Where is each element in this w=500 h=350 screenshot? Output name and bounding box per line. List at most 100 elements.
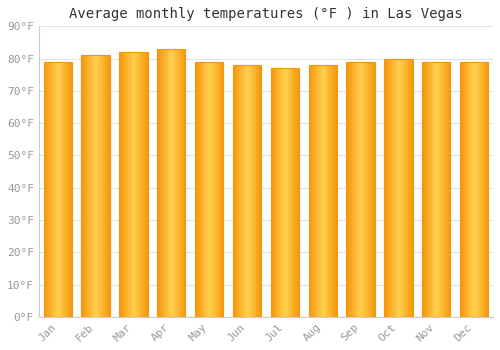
Title: Average monthly temperatures (°F ) in Las Vegas: Average monthly temperatures (°F ) in La… (69, 7, 462, 21)
Bar (477, 62, 478, 317)
Bar (434, 62, 436, 317)
Bar (236, 65, 238, 317)
Bar (398, 58, 400, 317)
Bar (85, 55, 86, 317)
Bar (402, 58, 403, 317)
Bar (245, 65, 246, 317)
Bar (355, 62, 356, 317)
Bar (388, 58, 389, 317)
Bar (285, 68, 286, 317)
Bar (181, 49, 182, 317)
Bar (105, 55, 106, 317)
Bar (195, 62, 196, 317)
Bar (206, 62, 208, 317)
Bar (436, 62, 437, 317)
Bar (123, 52, 124, 317)
Bar (290, 68, 292, 317)
Bar (175, 49, 176, 317)
Bar (69, 62, 70, 317)
Bar (284, 68, 285, 317)
Bar (122, 52, 123, 317)
Bar (287, 68, 288, 317)
Bar (437, 62, 438, 317)
Bar (353, 62, 354, 317)
Bar (386, 58, 387, 317)
Bar (215, 62, 216, 317)
Bar (208, 62, 209, 317)
Bar (254, 65, 256, 317)
Bar (333, 65, 334, 317)
Bar (134, 52, 136, 317)
Bar (374, 62, 375, 317)
Bar (58, 62, 59, 317)
Bar (286, 68, 287, 317)
Bar (158, 49, 159, 317)
Bar (312, 65, 313, 317)
Bar (349, 62, 350, 317)
Bar (57, 62, 58, 317)
Bar (46, 62, 48, 317)
Bar (157, 49, 158, 317)
Bar (212, 62, 213, 317)
Bar (274, 68, 276, 317)
Bar (294, 68, 296, 317)
Bar (468, 62, 469, 317)
Bar (332, 65, 333, 317)
Bar (367, 62, 368, 317)
Bar (252, 65, 254, 317)
Bar (448, 62, 450, 317)
Bar (140, 52, 141, 317)
Bar (438, 62, 439, 317)
Bar (197, 62, 198, 317)
Bar (409, 58, 410, 317)
Bar (176, 49, 177, 317)
Bar (162, 49, 163, 317)
Bar (346, 62, 348, 317)
Bar (222, 62, 224, 317)
Bar (55, 62, 56, 317)
Bar (310, 65, 312, 317)
Bar (174, 49, 175, 317)
Bar (160, 49, 161, 317)
Bar (178, 49, 179, 317)
Bar (102, 55, 103, 317)
Bar (482, 62, 484, 317)
Bar (87, 55, 88, 317)
Bar (128, 52, 130, 317)
Bar (163, 49, 164, 317)
Bar (56, 62, 57, 317)
Bar (200, 62, 202, 317)
Bar (351, 62, 352, 317)
Bar (249, 65, 250, 317)
Bar (233, 65, 234, 317)
Bar (68, 62, 69, 317)
Bar (247, 65, 248, 317)
Bar (308, 65, 310, 317)
Bar (460, 62, 461, 317)
Bar (90, 55, 91, 317)
Bar (142, 52, 143, 317)
Bar (119, 52, 120, 317)
Bar (318, 65, 319, 317)
Bar (213, 62, 214, 317)
Bar (242, 65, 243, 317)
Bar (389, 58, 390, 317)
Bar (428, 62, 430, 317)
Bar (132, 52, 134, 317)
Bar (405, 58, 406, 317)
Bar (44, 62, 72, 317)
Bar (91, 55, 92, 317)
Bar (314, 65, 315, 317)
Bar (484, 62, 486, 317)
Bar (336, 65, 337, 317)
Bar (202, 62, 203, 317)
Bar (369, 62, 370, 317)
Bar (234, 65, 236, 317)
Bar (403, 58, 404, 317)
Bar (124, 52, 125, 317)
Bar (424, 62, 425, 317)
Bar (250, 65, 251, 317)
Bar (71, 62, 72, 317)
Bar (360, 62, 362, 317)
Bar (220, 62, 222, 317)
